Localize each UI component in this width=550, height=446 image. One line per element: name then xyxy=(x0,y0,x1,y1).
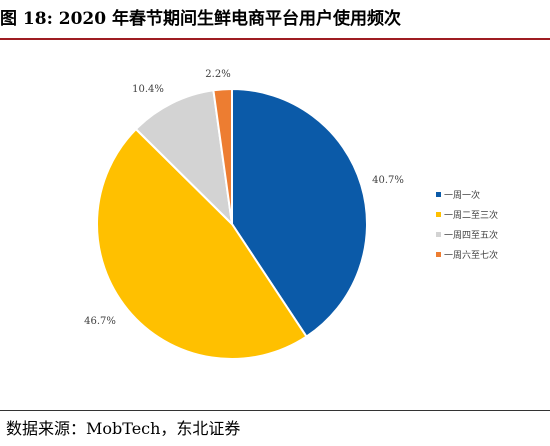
legend-swatch-2 xyxy=(436,212,441,217)
legend-label-1: 一周一次 xyxy=(444,189,480,201)
legend-label-4: 一周六至七次 xyxy=(444,249,498,261)
data-label-1: 40.7% xyxy=(372,175,404,186)
pie-slice-4 xyxy=(212,87,233,225)
title-rule xyxy=(0,38,550,40)
figure-title: 图 18: 2020 年春节期间生鲜电商平台用户使用频次 xyxy=(0,9,402,29)
data-label-4: 2.2% xyxy=(205,69,230,80)
pie-slice-3 xyxy=(134,89,234,227)
source-rule xyxy=(0,410,550,411)
legend-swatch-4 xyxy=(436,252,441,257)
legend-swatch-1 xyxy=(436,192,441,197)
data-label-2: 46.7% xyxy=(84,316,116,327)
legend-label-3: 一周四至五次 xyxy=(444,229,498,241)
pie-chart: 40.7% 46.7% 10.4% 2.2% 一周一次一周二至三次一周四至五次一周六至… xyxy=(84,69,498,360)
pie-slice-2 xyxy=(96,127,308,360)
pie-slices xyxy=(96,87,368,360)
legend-label-2: 一周二至三次 xyxy=(444,209,498,221)
pie-value-labels: 40.7% 46.7% 10.4% 2.2% xyxy=(84,69,404,327)
legend-swatch-3 xyxy=(436,232,441,237)
source-note: 数据来源：MobTech，东北证券 xyxy=(6,419,241,438)
data-label-3: 10.4% xyxy=(132,84,164,95)
